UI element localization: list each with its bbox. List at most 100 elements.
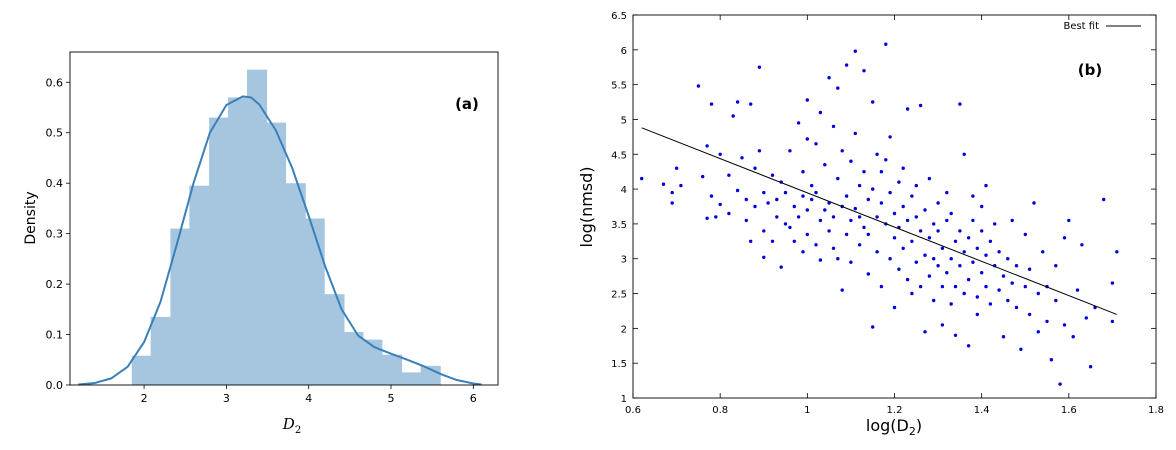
- y-tick-label: 0.1: [46, 329, 64, 342]
- scatter-point: [936, 229, 940, 233]
- scatter-point: [1019, 347, 1023, 351]
- scatter-point: [910, 239, 914, 243]
- y-tick-label: 5.5: [611, 81, 627, 92]
- scatter-point: [844, 194, 849, 198]
- scatter-point: [1041, 250, 1045, 254]
- y-tick-label: 4: [621, 185, 627, 196]
- scatter-point: [814, 190, 818, 195]
- scatter-point: [1027, 267, 1032, 271]
- annotation-a: (a): [455, 95, 479, 113]
- panel-b: 0.6 0.8 1 1.2 1.4 1.6 1.8 1 1.5 2 2.5 3 3.5 4 4.5 5 5.5…: [577, 11, 1164, 438]
- scatter-point: [705, 216, 709, 220]
- scatter-point: [945, 218, 949, 223]
- scatter-point: [753, 204, 757, 209]
- scatter-point: [844, 232, 849, 237]
- scatter-point: [853, 49, 857, 53]
- scatter-point: [792, 204, 796, 209]
- scatter-point: [945, 190, 949, 195]
- scatter-point: [910, 291, 914, 296]
- scatter-point: [1023, 284, 1027, 289]
- scatter-point: [1014, 305, 1019, 310]
- scatter-point: [962, 250, 966, 254]
- x-tick-label: 4: [305, 392, 312, 405]
- scatter-point: [762, 255, 766, 259]
- y-tick-label: 4.5: [611, 150, 627, 161]
- scatter-point: [892, 305, 897, 310]
- scatter-point: [775, 215, 779, 219]
- histogram-bar: [305, 218, 325, 385]
- scatter-point: [901, 204, 905, 209]
- scatter-point: [779, 265, 783, 269]
- scatter-point: [770, 173, 775, 177]
- scatter-points: [640, 42, 1119, 386]
- scatter-point: [783, 190, 788, 195]
- x-axis-label-b-end: ): [916, 416, 922, 435]
- scatter-point: [749, 102, 753, 106]
- scatter-point: [831, 215, 836, 219]
- histogram-bar: [209, 117, 229, 385]
- scatter-point: [953, 239, 958, 243]
- scatter-point: [801, 170, 805, 174]
- scatter-point: [1006, 257, 1010, 261]
- scatter-point: [836, 257, 840, 261]
- scatter-point: [875, 152, 879, 156]
- scatter-point: [971, 260, 975, 264]
- x-axis-label-a-main: D: [282, 415, 295, 433]
- scatter-point: [805, 208, 809, 212]
- scatter-point: [927, 176, 932, 181]
- scatter-point: [871, 100, 875, 104]
- y-tick-label: 0.2: [46, 278, 64, 291]
- scatter-point: [884, 42, 888, 46]
- scatter-point: [744, 218, 748, 223]
- scatter-point: [814, 142, 818, 146]
- scatter-point: [927, 236, 932, 240]
- legend: Best fit: [1063, 21, 1141, 32]
- scatter-point: [980, 229, 984, 233]
- scatter-point: [818, 110, 823, 115]
- scatter-point: [940, 323, 945, 327]
- scatter-point: [988, 302, 993, 306]
- scatter-point: [857, 243, 862, 247]
- scatter-point: [670, 201, 674, 205]
- y-tick-label: 0.4: [46, 177, 64, 190]
- scatter-point: [936, 201, 940, 205]
- histogram-bar: [150, 316, 171, 385]
- scatter-point: [875, 250, 879, 254]
- scatter-point: [1001, 335, 1006, 339]
- scatter-point: [801, 194, 805, 198]
- histogram-bar: [131, 355, 152, 385]
- y-axis-label-b: log(nmsd): [577, 166, 596, 247]
- scatter-point: [1110, 319, 1115, 324]
- scatter-point: [1010, 218, 1014, 223]
- scatter-point: [670, 190, 674, 195]
- histogram-bar: [170, 228, 190, 385]
- scatter-point: [975, 295, 979, 299]
- scatter-point: [984, 284, 988, 289]
- scatter-point: [827, 229, 831, 233]
- scatter-point: [949, 257, 953, 261]
- x-axis-label-a: D2: [282, 415, 301, 436]
- scatter-point: [792, 239, 796, 243]
- scatter-point: [997, 288, 1001, 292]
- scatter-point: [1049, 358, 1054, 362]
- scatter-point: [709, 102, 714, 106]
- scatter-point: [953, 333, 958, 337]
- scatter-point: [1054, 264, 1058, 268]
- y-tick-label: 6: [621, 46, 627, 57]
- scatter-point: [888, 190, 892, 195]
- scatter-point: [757, 65, 762, 69]
- scatter-point: [1032, 201, 1036, 205]
- scatter-point: [923, 253, 927, 257]
- axes-frame-a: [69, 51, 499, 386]
- scatter-point: [744, 197, 748, 202]
- x-tick-label: 1.4: [974, 405, 990, 416]
- scatter-point: [905, 107, 910, 111]
- legend-label: Best fit: [1063, 21, 1099, 32]
- scatter-point: [905, 218, 910, 223]
- histogram-bar: [420, 365, 441, 385]
- scatter-point: [849, 260, 853, 264]
- scatter-point: [980, 271, 984, 275]
- scatter-point: [971, 194, 975, 198]
- x-axis-label-a-sub: 2: [295, 425, 301, 436]
- scatter-point: [749, 239, 753, 243]
